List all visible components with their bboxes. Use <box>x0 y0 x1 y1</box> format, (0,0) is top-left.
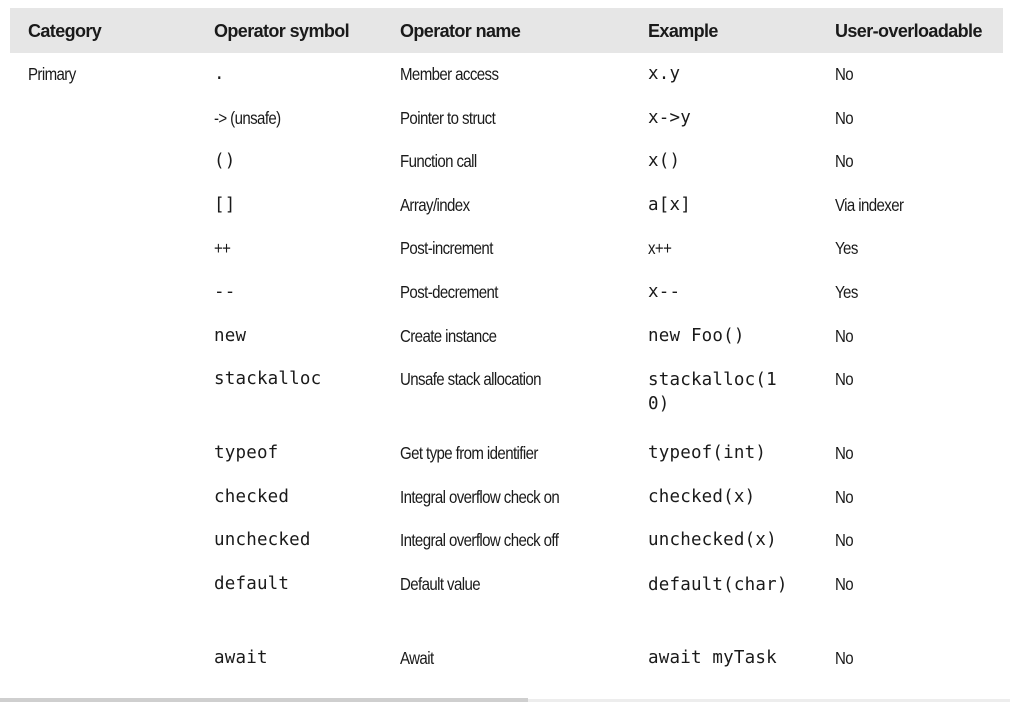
cell-name: Default value <box>400 573 481 594</box>
cell-example: unchecked(x) <box>648 530 777 551</box>
cell-symbol: stackalloc <box>214 369 322 390</box>
table-row: -- Post-decrement x-- Yes <box>10 271 1003 315</box>
cell-symbol: typeof <box>214 443 279 464</box>
cell-symbol: new <box>214 325 247 346</box>
header-operator-name: Operator name <box>400 21 521 41</box>
cell-category: Primary <box>28 64 76 84</box>
cell-name: Array/index <box>400 194 470 215</box>
cell-overloadable: Via indexer <box>835 194 904 215</box>
cell-overloadable: Yes <box>835 238 858 259</box>
cell-example: x++ <box>648 238 672 259</box>
table-bottom-rule <box>0 698 528 702</box>
cell-name: Await <box>400 647 434 668</box>
cell-overloadable: No <box>835 64 854 84</box>
cell-name: Create instance <box>400 325 497 346</box>
cell-overloadable: No <box>835 486 854 507</box>
table-header: Category Operator symbol Operator name E… <box>10 8 1003 53</box>
cell-name: Post-decrement <box>400 281 498 302</box>
cell-example: x->y <box>648 107 691 128</box>
table-row: Primary . Member access x.y No <box>10 53 1003 97</box>
table-row: new Create instance new Foo() No <box>10 315 1003 359</box>
cell-example: await myTask <box>648 647 777 668</box>
cell-symbol: -- <box>214 281 236 302</box>
cell-overloadable: No <box>835 151 854 172</box>
table-row: -> (unsafe) Pointer to struct x->y No <box>10 97 1003 141</box>
header-operator-symbol: Operator symbol <box>214 21 350 41</box>
cell-symbol: default <box>214 573 290 594</box>
cell-symbol: . <box>214 64 225 84</box>
cell-example: x.y <box>648 64 681 84</box>
cell-overloadable: No <box>835 369 854 390</box>
cell-overloadable: No <box>835 325 854 346</box>
header-category: Category <box>28 21 102 41</box>
cell-symbol: -> (unsafe) <box>214 107 281 128</box>
cell-example: x() <box>648 151 681 172</box>
cell-overloadable: No <box>835 443 854 464</box>
cell-symbol: await <box>214 647 268 668</box>
cell-name: Integral overflow check off <box>400 530 559 551</box>
cell-example: default(char) <box>648 574 788 595</box>
operator-table: Category Operator symbol Operator name E… <box>10 8 1003 681</box>
table-row: unchecked Integral overflow check off un… <box>10 519 1003 563</box>
cell-name: Get type from identifier <box>400 443 538 464</box>
table-row: [] Array/index a[x] Via indexer <box>10 184 1003 228</box>
cell-example: stackalloc(10) <box>648 370 777 415</box>
table-bottom-rule-light <box>528 699 1010 702</box>
cell-symbol: ++ <box>214 238 231 259</box>
cell-example: x-- <box>648 281 681 302</box>
table-body: Primary . Member access x.y No -> (unsaf… <box>10 53 1003 681</box>
cell-symbol: () <box>214 151 236 172</box>
table-row: checked Integral overflow check on check… <box>10 476 1003 520</box>
header-example: Example <box>648 21 718 41</box>
table-row: typeof Get type from identifier typeof(i… <box>10 432 1003 476</box>
cell-example: checked(x) <box>648 486 756 507</box>
cell-symbol: [] <box>214 194 236 215</box>
cell-example: new Foo() <box>648 325 745 346</box>
cell-example: typeof(int) <box>648 443 767 464</box>
table-row: default Default value default(char) No <box>10 563 1003 637</box>
header-user-overloadable: User-overloadable <box>835 21 982 41</box>
cell-name: Post-increment <box>400 238 493 259</box>
cell-name: Integral overflow check on <box>400 486 560 507</box>
table-row: ++ Post-increment x++ Yes <box>10 227 1003 271</box>
cell-overloadable: No <box>835 573 854 594</box>
table-row: stackalloc Unsafe stack allocation stack… <box>10 358 1003 432</box>
cell-example: a[x] <box>648 194 691 215</box>
cell-symbol: checked <box>214 486 290 507</box>
cell-overloadable: No <box>835 530 854 551</box>
cell-name: Pointer to struct <box>400 107 496 128</box>
cell-overloadable: No <box>835 647 854 668</box>
table-row: () Function call x() No <box>10 140 1003 184</box>
cell-overloadable: Yes <box>835 281 858 302</box>
cell-symbol: unchecked <box>214 530 311 551</box>
cell-name: Member access <box>400 64 499 84</box>
cell-overloadable: No <box>835 107 854 128</box>
cell-name: Function call <box>400 151 477 172</box>
cell-name: Unsafe stack allocation <box>400 369 542 390</box>
table-row: await Await await myTask No <box>10 637 1003 681</box>
